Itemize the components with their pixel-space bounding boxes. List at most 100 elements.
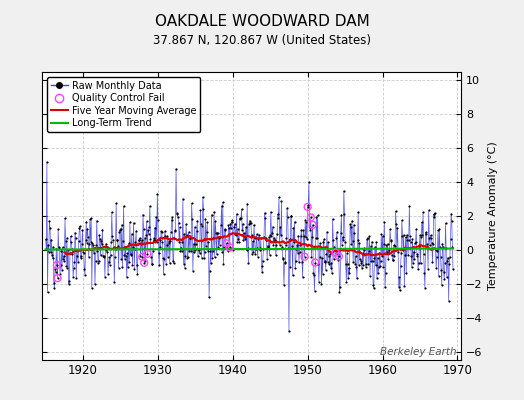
Point	[150, 224, 159, 231]
Point	[401, 251, 409, 258]
Point	[100, 254, 108, 260]
Point	[230, 224, 238, 230]
Point	[83, 240, 91, 246]
Point	[372, 262, 380, 268]
Point	[140, 260, 148, 266]
Point	[322, 251, 331, 258]
Point	[136, 253, 145, 259]
Point	[61, 238, 70, 244]
Point	[280, 260, 289, 266]
Point	[320, 259, 329, 266]
Point	[116, 226, 124, 233]
Point	[158, 228, 166, 235]
Point	[84, 254, 93, 260]
Point	[446, 236, 455, 242]
Point	[120, 251, 128, 258]
Point	[250, 235, 259, 241]
Point	[212, 230, 220, 236]
Point	[79, 249, 88, 256]
Point	[129, 220, 138, 226]
Point	[133, 271, 141, 278]
Point	[175, 239, 183, 245]
Point	[146, 203, 154, 209]
Point	[406, 232, 414, 239]
Point	[157, 228, 165, 234]
Point	[243, 200, 252, 207]
Point	[130, 266, 138, 272]
Point	[414, 259, 423, 266]
Point	[191, 247, 200, 254]
Point	[73, 247, 81, 253]
Point	[150, 235, 158, 241]
Point	[137, 241, 145, 247]
Point	[307, 214, 315, 221]
Point	[438, 240, 446, 247]
Point	[57, 247, 66, 254]
Point	[296, 242, 304, 248]
Point	[244, 245, 252, 251]
Point	[404, 252, 412, 258]
Point	[117, 222, 126, 228]
Point	[444, 254, 452, 261]
Point	[232, 232, 240, 238]
Point	[293, 242, 301, 248]
Point	[376, 257, 385, 264]
Point	[384, 240, 392, 247]
Point	[94, 260, 102, 266]
Point	[266, 252, 274, 258]
Point	[143, 251, 151, 257]
Point	[190, 249, 198, 255]
Point	[310, 287, 319, 294]
Point	[60, 258, 69, 264]
Point	[140, 234, 149, 241]
Point	[274, 211, 282, 217]
Point	[193, 218, 201, 224]
Point	[86, 238, 95, 245]
Point	[91, 281, 99, 287]
Point	[94, 258, 103, 264]
Point	[231, 231, 239, 238]
Point	[119, 238, 127, 244]
Point	[57, 262, 65, 268]
Point	[248, 238, 257, 244]
Text: OAKDALE WOODWARD DAM: OAKDALE WOODWARD DAM	[155, 14, 369, 29]
Point	[153, 191, 161, 197]
Point	[291, 264, 299, 271]
Point	[234, 236, 243, 242]
Point	[421, 285, 429, 291]
Point	[199, 194, 207, 200]
Point	[402, 270, 410, 276]
Point	[114, 265, 123, 271]
Point	[256, 247, 265, 254]
Point	[81, 272, 89, 278]
Point	[280, 282, 288, 288]
Point	[309, 222, 317, 228]
Point	[48, 255, 57, 262]
Point	[419, 209, 427, 216]
Point	[268, 224, 277, 230]
Point	[160, 256, 168, 262]
Point	[417, 234, 425, 240]
Point	[313, 235, 321, 241]
Point	[185, 235, 194, 242]
Point	[176, 248, 184, 254]
Point	[53, 275, 62, 281]
Point	[356, 256, 364, 262]
Point	[359, 262, 367, 268]
Point	[144, 226, 152, 233]
Point	[62, 262, 70, 269]
Point	[245, 220, 253, 227]
Point	[264, 244, 272, 250]
Point	[297, 232, 305, 239]
Point	[323, 229, 331, 235]
Point	[347, 240, 355, 247]
Point	[106, 262, 114, 268]
Point	[53, 262, 61, 268]
Point	[410, 256, 419, 262]
Point	[270, 238, 279, 244]
Point	[346, 221, 354, 228]
Point	[437, 267, 445, 273]
Point	[43, 289, 52, 296]
Point	[303, 236, 311, 242]
Point	[401, 234, 410, 240]
